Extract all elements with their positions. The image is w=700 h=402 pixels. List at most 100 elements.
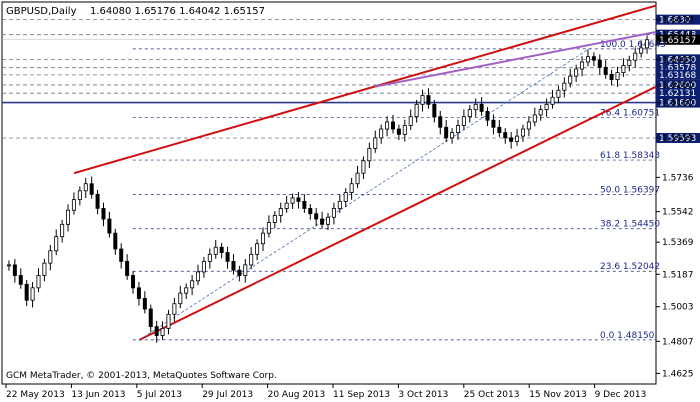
candle-body (568, 75, 573, 84)
candle-body (107, 218, 112, 234)
candle-body (538, 109, 543, 116)
candle (609, 69, 614, 86)
fib-level-label: 38.2 1.54450 (600, 220, 660, 230)
y-tick-label: 1.6160 (662, 99, 694, 109)
candle-body (491, 119, 496, 128)
candle-body (585, 56, 590, 63)
candle-body (255, 243, 260, 255)
candle-body (544, 103, 549, 111)
y-tick-label: 1.6544 (662, 31, 694, 41)
candle (148, 304, 153, 333)
price-level-tag (656, 69, 700, 80)
candle-body (284, 202, 289, 209)
candle (77, 186, 82, 206)
candle-body (479, 103, 484, 112)
y-tick-label: 1.6630 (662, 16, 694, 26)
price-level-tag (656, 14, 700, 25)
price-level-label: 1.62131 (659, 89, 696, 99)
candle-body (136, 287, 141, 299)
candle-body (444, 126, 449, 139)
candle (633, 47, 638, 68)
fib-level-label: 50.0 1.56397 (600, 185, 660, 195)
candle (355, 165, 360, 189)
y-tick-label: 1.5369 (662, 238, 694, 248)
candle (184, 283, 189, 299)
candle-body (101, 208, 106, 220)
candle (479, 97, 484, 116)
candle-body (509, 137, 514, 142)
candle (54, 229, 59, 256)
candle (574, 64, 579, 82)
candle (532, 107, 537, 127)
candle (444, 120, 449, 143)
candle-body (438, 116, 443, 128)
candle-body (178, 292, 183, 305)
candle (343, 188, 348, 208)
plot-frame (1, 1, 657, 385)
price-level-tag (656, 79, 700, 90)
candle (337, 194, 342, 213)
candle-body (77, 190, 82, 201)
candle (142, 291, 147, 314)
candle (125, 254, 130, 280)
candle-body (266, 222, 271, 234)
candle (414, 99, 419, 123)
candle (420, 89, 425, 112)
candle-body (591, 56, 596, 61)
candle-body (373, 137, 378, 149)
candle-body (237, 269, 242, 276)
candle (255, 239, 260, 261)
candle-body (556, 89, 561, 98)
channel-upper-line (73, 4, 657, 175)
y-tick-label: 1.5542 (662, 208, 694, 218)
candle-body (597, 59, 602, 68)
candle (515, 128, 520, 146)
candle (302, 194, 307, 213)
ohlc-readout: 1.64080 1.65176 1.64042 1.65157 (90, 6, 265, 17)
candle (426, 88, 431, 109)
candle-body (515, 135, 520, 142)
candle (18, 268, 23, 289)
candle-body (574, 68, 579, 77)
candle (373, 130, 378, 153)
candle (213, 240, 218, 259)
y-axis: 1.6630 1.6544 1.6405 1.6260 1.6160 1.5959 1.57… (656, 16, 694, 379)
trend-dashed-line (139, 47, 591, 341)
candle-body (503, 132, 508, 139)
candle-body (396, 128, 401, 135)
candle-body (290, 197, 295, 204)
candle (12, 259, 17, 283)
candle (95, 189, 100, 215)
x-tick-label: 22 May 2013 (6, 390, 65, 400)
price-level-tag (656, 29, 700, 40)
candle (485, 106, 490, 127)
candle (308, 204, 313, 220)
candle (639, 40, 644, 58)
candle-body (633, 52, 638, 61)
x-tick-label: 9 Dec 2013 (595, 390, 647, 400)
candle (461, 109, 466, 130)
candle (160, 321, 165, 340)
candle (325, 212, 330, 231)
candle-body (532, 114, 537, 123)
price-level-label: 1.62600 (659, 81, 696, 91)
candle-body (131, 275, 136, 289)
price-level-label: 1.64050 (659, 55, 696, 65)
candle-body (450, 132, 455, 139)
price-level-label: 1.59593 (659, 134, 696, 144)
candle-body (455, 125, 460, 133)
candle (585, 49, 590, 67)
x-tick-label: 13 Jun 2013 (71, 390, 125, 400)
candle (379, 124, 384, 144)
copyright-text: GCM MetaTrader, © 2001-2013, MetaQuotes … (6, 371, 277, 381)
candle-body (261, 232, 266, 245)
candle-body (385, 121, 390, 130)
candle-body (272, 215, 277, 223)
candle (231, 254, 236, 275)
candle-body (60, 223, 65, 238)
candle-body (48, 250, 53, 264)
candle-body (402, 125, 407, 135)
price-level-tag (656, 62, 700, 73)
candle-body (213, 246, 218, 255)
candle (550, 90, 555, 109)
